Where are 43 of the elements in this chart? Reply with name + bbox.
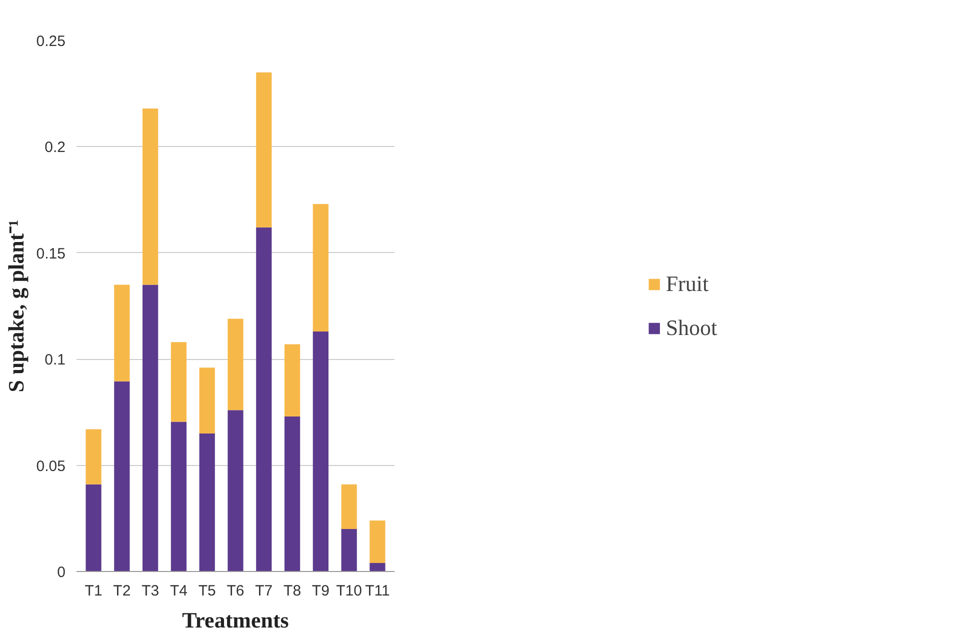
x-tick-label: T4 [170,582,188,600]
bar [256,72,272,228]
bar [142,108,158,285]
x-tick-label: T7 [255,582,273,600]
bar [142,284,158,572]
y-tick-label: 0.05 [36,458,66,475]
bar [284,416,300,572]
x-tick-label: T8 [284,582,302,600]
bar [370,520,386,564]
x-tick-label: T5 [198,582,216,600]
bar [170,342,187,422]
bar [312,204,328,332]
bar [312,331,328,572]
x-tick-label: T11 [365,582,390,600]
x-tick-label: T1 [84,582,102,600]
x-tick-label: T10 [336,582,362,600]
x-tick-label: T6 [226,582,244,600]
bar [199,368,215,434]
y-tick-label: 0.1 [44,352,66,369]
legend-label: Shoot [666,314,718,340]
bar [199,433,215,572]
bar [341,484,357,530]
y-tick-label: 0.15 [36,245,66,262]
bar [228,410,244,572]
x-axis-title: Treatments [182,608,290,632]
bar [341,529,357,572]
bar [284,344,300,416]
y-tick-label: 0.2 [44,139,66,156]
y-axis-title: S uptake, g plant⁻¹ [3,220,28,392]
bar [170,422,187,572]
bar [370,563,386,572]
bar [114,284,130,382]
bar [256,227,272,572]
y-tick-label: 0.25 [36,33,66,50]
bar [228,318,244,410]
x-tick-label: T2 [113,582,131,600]
x-tick-label: T9 [312,582,330,600]
bar [86,484,102,572]
y-tick-label: 0 [57,564,66,581]
bar [114,381,130,572]
x-tick-label: T3 [142,582,160,600]
legend-label: Fruit [666,270,709,296]
bar [86,429,102,484]
